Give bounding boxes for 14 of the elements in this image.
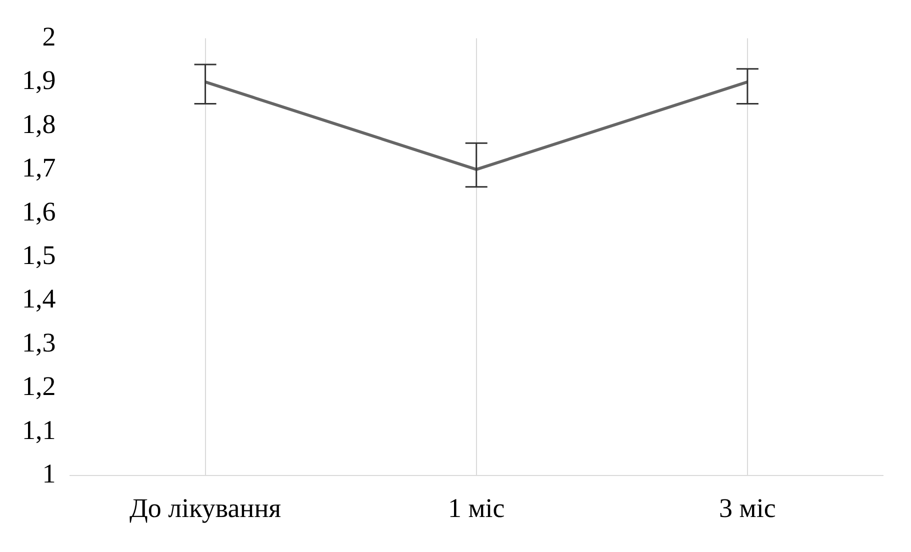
x-tick-label: 3 міс xyxy=(719,492,776,523)
y-tick-label: 1,5 xyxy=(22,240,56,270)
x-tick-label: До лікування xyxy=(130,492,282,523)
x-tick-label: 1 міс xyxy=(448,492,505,523)
y-tick-label: 2 xyxy=(42,21,56,52)
y-tick-label: 1,3 xyxy=(22,327,56,358)
y-tick-label: 1,1 xyxy=(22,414,56,445)
y-tick-label: 1,8 xyxy=(22,108,56,139)
y-tick-label: 1,4 xyxy=(22,284,56,314)
y-tick-label: 1 xyxy=(42,458,56,489)
y-tick-label: 1,6 xyxy=(22,196,56,226)
y-tick-label: 1,7 xyxy=(22,152,56,183)
y-tick-label: 1,9 xyxy=(22,65,56,96)
y-tick-label: 1,2 xyxy=(22,371,56,402)
